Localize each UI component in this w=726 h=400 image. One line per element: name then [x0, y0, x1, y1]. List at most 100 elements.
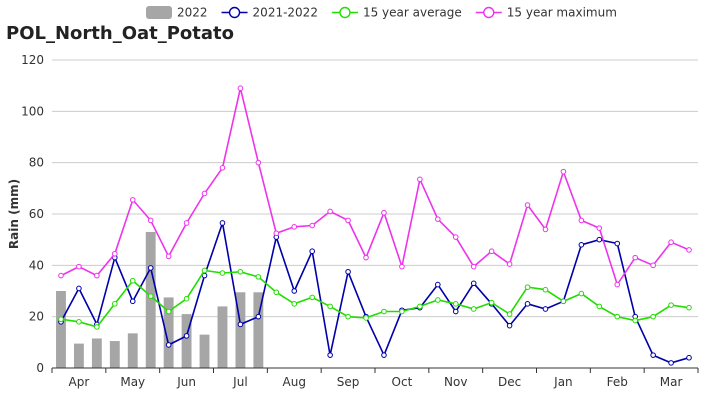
point-2021-2022: [452, 308, 459, 315]
point-2021-2022: [686, 354, 692, 361]
point-15-year-maximum: [560, 168, 567, 175]
point-15-year-average: [668, 302, 674, 308]
y-tick-label: 100: [21, 104, 44, 118]
point-15-year-maximum: [219, 165, 226, 171]
series-line-15-year-maximum: [60, 88, 690, 287]
point-2021-2022: [435, 281, 441, 288]
point-15-year-average: [578, 290, 585, 297]
point-2021-2022: [237, 321, 244, 328]
point-15-year-maximum: [237, 85, 244, 92]
point-15-year-average: [614, 313, 621, 320]
point-2021-2022: [650, 352, 656, 358]
bar-2022: [253, 292, 264, 368]
point-15-year-average: [399, 308, 405, 315]
x-tick-label: May: [120, 375, 145, 389]
point-15-year-average: [686, 304, 692, 311]
point-2021-2022: [76, 285, 82, 292]
point-15-year-average: [542, 286, 549, 293]
legend-marker-2022: [146, 6, 172, 19]
point-2021-2022: [524, 301, 531, 307]
x-tick-label: Jan: [553, 375, 573, 389]
point-15-year-average: [381, 308, 387, 315]
point-15-year-maximum: [596, 225, 603, 231]
point-15-year-average: [488, 299, 495, 306]
x-tick-label: Sep: [337, 375, 360, 389]
point-2021-2022: [578, 242, 585, 248]
point-15-year-maximum: [363, 254, 369, 261]
point-15-year-average: [560, 298, 567, 305]
chart-title: POL_North_Oat_Potato: [6, 23, 234, 44]
point-2021-2022: [147, 265, 154, 271]
bar-2022: [109, 341, 120, 368]
point-15-year-maximum: [291, 224, 298, 230]
point-15-year-average: [94, 324, 100, 330]
y-tick-label: 60: [29, 207, 44, 221]
y-axis-label: Rain (mm): [7, 179, 21, 249]
point-2021-2022: [219, 220, 226, 226]
point-15-year-maximum: [578, 217, 585, 224]
point-2021-2022: [129, 298, 136, 305]
point-15-year-average: [76, 319, 82, 325]
point-15-year-average: [327, 303, 333, 310]
point-2021-2022: [327, 352, 333, 358]
point-15-year-average: [363, 315, 369, 321]
legend-label-2021-2022: 2021-2022: [253, 6, 318, 20]
point-15-year-maximum: [650, 262, 656, 269]
point-15-year-maximum: [183, 220, 190, 226]
point-15-year-average: [524, 284, 531, 290]
point-15-year-maximum: [668, 239, 674, 246]
axes: 0 20 40 60 80 100 120 Apr May Jun Jul Aug Sep Oct Nov D…: [21, 53, 699, 389]
point-15-year-average: [219, 270, 226, 276]
point-15-year-maximum: [452, 234, 459, 240]
point-15-year-maximum: [201, 190, 208, 197]
point-2021-2022: [291, 288, 298, 294]
point-15-year-average: [201, 267, 208, 274]
point-15-year-maximum: [255, 159, 262, 166]
y-tick-label: 20: [29, 310, 44, 324]
point-15-year-maximum: [129, 197, 136, 203]
bar-2022: [56, 291, 66, 368]
point-15-year-maximum: [76, 263, 82, 270]
line-series: [58, 85, 692, 366]
point-15-year-average: [632, 317, 638, 324]
legend-label-15-year-average: 15 year average: [363, 6, 462, 20]
point-2021-2022: [614, 240, 621, 247]
point-15-year-average: [165, 308, 172, 315]
bar-2022: [181, 314, 192, 368]
point-15-year-average: [255, 274, 262, 280]
point-15-year-maximum: [488, 248, 495, 255]
point-15-year-average: [237, 268, 244, 275]
x-tick-label: Oct: [392, 375, 413, 389]
point-15-year-maximum: [435, 216, 441, 222]
legend-marker-2021-2022: [228, 6, 241, 19]
bar-2022: [235, 292, 246, 368]
point-2021-2022: [596, 236, 603, 243]
point-2021-2022: [668, 360, 674, 366]
bar-2022: [127, 333, 138, 368]
bar-2022: [73, 343, 84, 368]
bar-2022: [91, 338, 102, 368]
point-15-year-maximum: [112, 250, 118, 257]
point-2021-2022: [255, 313, 262, 320]
series-line-15-year-average: [60, 269, 690, 328]
point-15-year-average: [596, 303, 603, 310]
point-15-year-maximum: [417, 176, 423, 183]
legend-marker-15-year-maximum: [483, 6, 495, 19]
chart-legend[interactable]: 2022 2021-2022 15 year average 15 year maxi…: [146, 6, 617, 20]
legend-label-15-year-maximum: 15 year maximum: [507, 6, 617, 20]
point-15-year-maximum: [309, 222, 315, 229]
point-15-year-average: [650, 313, 656, 320]
point-2021-2022: [165, 342, 172, 348]
point-15-year-maximum: [686, 247, 692, 253]
point-15-year-maximum: [273, 230, 280, 237]
point-15-year-maximum: [147, 217, 154, 224]
bar-2022: [199, 334, 210, 368]
point-2021-2022: [506, 322, 513, 329]
point-15-year-maximum: [165, 253, 172, 260]
series-line-2021-2022: [60, 222, 690, 364]
point-15-year-average: [345, 313, 351, 320]
point-15-year-maximum: [399, 263, 405, 270]
grid-lines: [52, 59, 698, 318]
point-15-year-average: [147, 293, 154, 299]
bar-2022: [217, 306, 228, 368]
